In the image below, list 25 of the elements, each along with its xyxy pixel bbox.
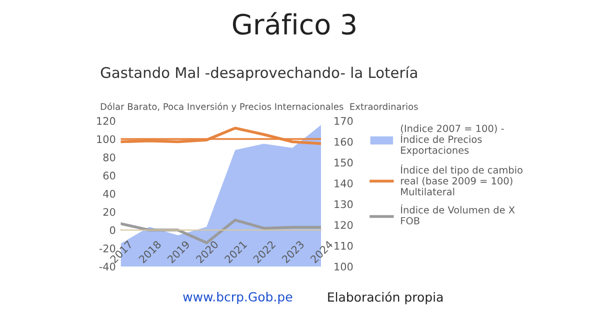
text: www.bcrp.Gob.pe [183, 292, 292, 304]
y2-tick-label: 100 [334, 262, 353, 271]
y-tick-label: 80 [103, 153, 116, 162]
y-tick-label: 120 [97, 117, 116, 125]
y2-tick-label: 120 [334, 221, 353, 229]
y-tick-label: 40 [103, 190, 116, 198]
y-tick-label: 20 [103, 208, 116, 216]
y-tick-label: 60 [103, 172, 116, 180]
y2-tick-label: 150 [334, 158, 353, 167]
line-series [120, 126, 322, 145]
y-tick-label: -40 [99, 262, 116, 271]
y-tick-label: 100 [97, 135, 116, 144]
y2-tick-label: 140 [334, 179, 353, 188]
y2-tick-label: 170 [334, 117, 353, 125]
y2-tick-label: 160 [334, 138, 353, 146]
legend-label: Índice del tipo de cambio real (base 2009 = 100) Multilateral [400, 164, 522, 196]
legend-label: Índice de Volumen de X FOB [400, 204, 515, 224]
text: Elaboración propia [328, 292, 443, 304]
y2-tick-label: 130 [334, 200, 353, 208]
chart-title: Gráfico 3 [232, 12, 356, 35]
y-tick-label: 0 [110, 226, 116, 234]
text: Dólar Barato, Poca Inversión y Precios Internacionales Extraordinarios [100, 102, 418, 112]
y2-tick-label: 110 [334, 242, 353, 250]
legend-label: (Indice 2007 = 100) - Índice de Precios Exportaciones [400, 124, 504, 156]
chart-subtitle: Gastando Mal -desaprovechando- la Lotería [100, 66, 417, 81]
